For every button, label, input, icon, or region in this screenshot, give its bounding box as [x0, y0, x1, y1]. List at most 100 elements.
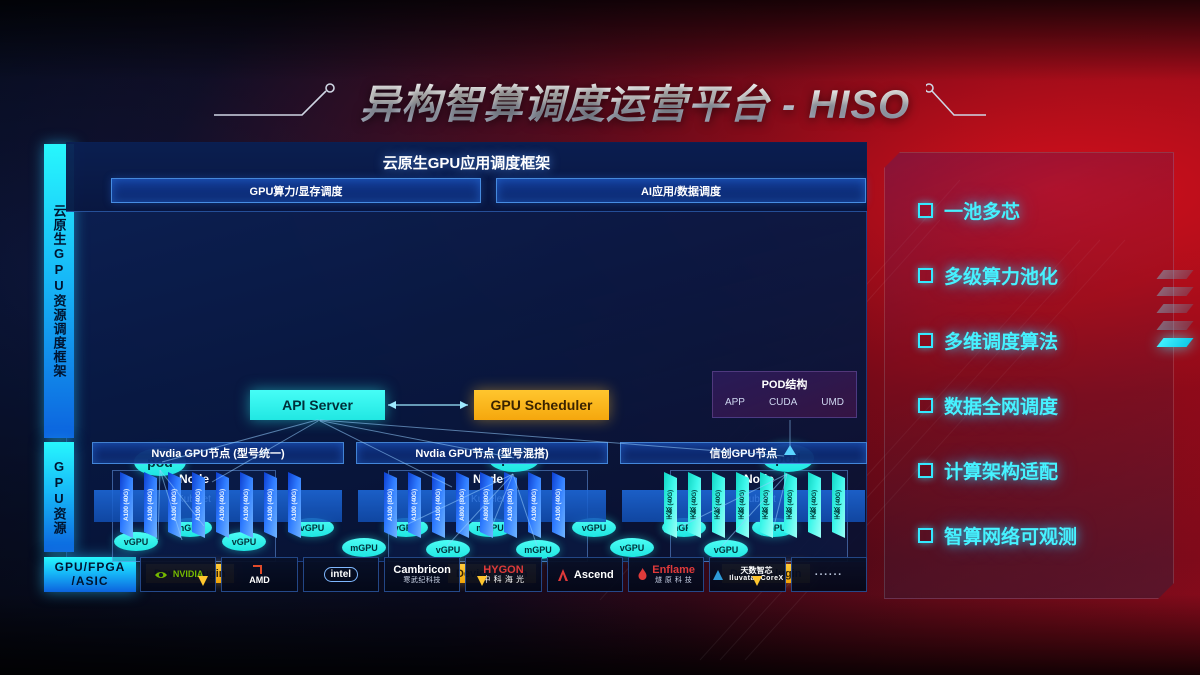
- inter-vgpu-3[interactable]: vGPU: [572, 518, 616, 537]
- inter-vgpu-4[interactable]: vGPU: [610, 538, 654, 557]
- vendor-iluvatar-sub: Iluvatar CoreX: [729, 575, 784, 583]
- gpu-node-group-1: Nvdia GPU节点 (型号统一) A100 (40G) A100 (40G)…: [92, 442, 344, 552]
- gpu-cards-3: 天数 (40G) 天数 (40G) 天数 (40G) 天数 (40G) 天数 (…: [620, 468, 867, 548]
- feature-item-4[interactable]: 数据全网调度: [918, 387, 1158, 423]
- framework-title: 云原生GPU应用调度框架: [382, 155, 551, 172]
- gpu-card[interactable]: A100 (80G): [504, 472, 517, 538]
- pod-layer-cuda: CUDA: [768, 397, 798, 408]
- checkbox-icon[interactable]: [918, 462, 933, 478]
- gpu-card[interactable]: 天数 (40G): [832, 472, 845, 538]
- gpu-card[interactable]: A100 (40G): [288, 472, 301, 538]
- nvidia-eye-icon: [154, 571, 167, 578]
- gpu-card[interactable]: A100 (40G): [264, 472, 277, 538]
- top-bar-gpu-compute-label: GPU算力/显存调度: [249, 185, 343, 198]
- gpu-card[interactable]: 天数 (40G): [736, 472, 749, 538]
- gpu-node-group-1-header[interactable]: Nvdia GPU节点 (型号统一): [92, 442, 344, 464]
- feature-item-1-label: 一池多芯: [944, 201, 1021, 223]
- feature-item-5[interactable]: 计算架构适配: [918, 452, 1158, 488]
- gpu-card[interactable]: A100 (40G): [168, 472, 181, 538]
- gpu-card-label: A100 (40G): [243, 489, 250, 521]
- gpu-card[interactable]: 天数 (40G): [712, 472, 725, 538]
- panel-edge-slash-decoration: [1156, 270, 1194, 380]
- amd-arrow-icon: [253, 565, 263, 575]
- gpu-card-label: A100 (40G): [291, 489, 298, 521]
- vendor-cambricon[interactable]: Cambricon 寒武纪科技: [383, 557, 461, 592]
- vendor-more[interactable]: ······: [790, 557, 867, 592]
- gpu-node-group-2-header[interactable]: Nvdia GPU节点 (型号混搭): [356, 442, 608, 464]
- vendor-hygon[interactable]: HYGON 中 科 海 光: [465, 557, 542, 592]
- side-label-framework-text: 云原生GPU资源调度框架: [51, 204, 67, 378]
- checkbox-icon[interactable]: [918, 267, 933, 283]
- gpu-card[interactable]: A100 (40G): [552, 472, 565, 538]
- gpu-card[interactable]: A100 (80G): [384, 472, 397, 538]
- gpu-card-label: A100 (40G): [555, 489, 562, 521]
- vendor-iluvatar[interactable]: 天数智芯 Iluvatar CoreX: [709, 557, 786, 592]
- gpu-card-label: 天数 (40G): [762, 490, 770, 520]
- feature-item-6[interactable]: 智算网络可观测: [918, 517, 1158, 553]
- gpu-card[interactable]: A100 (40G): [216, 472, 229, 538]
- vendor-nvidia-name: NVIDIA: [172, 568, 204, 579]
- gpu-card[interactable]: A800 (80G): [480, 472, 493, 538]
- gpu-card[interactable]: A800 (80G): [456, 472, 469, 538]
- gpu-card-label: A100 (40G): [147, 489, 154, 521]
- gpu-card-label: 天数 (40G): [786, 490, 794, 520]
- gpu-card[interactable]: A100 (40G): [144, 472, 157, 538]
- vendor-amd[interactable]: AMD: [221, 557, 298, 592]
- vgpu-oval-1-1[interactable]: vGPU: [114, 532, 158, 551]
- checkbox-icon[interactable]: [918, 332, 933, 348]
- feature-item-6-label: 智算网络可观测: [944, 526, 1078, 548]
- gpu-card[interactable]: A100 (40G): [432, 472, 445, 538]
- pod-layer-app: APP: [724, 397, 745, 408]
- vendor-enflame[interactable]: Enflame 燧 原 科 技: [627, 557, 705, 592]
- gpu-card[interactable]: A100 (40G): [120, 472, 133, 538]
- side-label-asic-line2: /ASIC: [71, 573, 109, 588]
- gpu-card[interactable]: A100 (40G): [408, 472, 421, 538]
- gpu-card-label: A100 (40G): [123, 489, 130, 521]
- vendor-nvidia[interactable]: NVIDIA: [140, 557, 217, 592]
- feature-item-3[interactable]: 多维调度算法: [918, 322, 1158, 358]
- checkbox-icon[interactable]: [918, 527, 933, 543]
- top-bar-ai-app-label: AI应用/数据调度: [640, 185, 722, 198]
- gpu-card[interactable]: 天数 (40G): [808, 472, 821, 538]
- feature-item-4-label: 数据全网调度: [944, 396, 1059, 418]
- gpu-card-label: A100 (40G): [435, 489, 442, 521]
- api-server-box[interactable]: API Server: [250, 390, 385, 420]
- gpu-card[interactable]: 天数 (40G): [784, 472, 797, 538]
- gpu-card-label: A100 (40G): [411, 489, 418, 521]
- slide-title-bar: 异构智算调度运营平台 - HISO: [0, 72, 1200, 130]
- checkbox-icon[interactable]: [918, 202, 933, 218]
- ascend-a-icon: [557, 568, 568, 581]
- vendor-intel[interactable]: intel: [302, 557, 379, 592]
- feature-item-2-label: 多级算力池化: [944, 266, 1059, 288]
- vgpu-oval-1-3[interactable]: vGPU: [222, 532, 266, 551]
- side-label-asic: GPU/FPGA /ASIC: [44, 557, 136, 592]
- vendor-hygon-name: HYGON: [483, 563, 524, 576]
- iluvatar-triangle-icon: [713, 569, 724, 580]
- inter-mgpu-2[interactable]: mGPU: [342, 538, 386, 557]
- feature-item-2[interactable]: 多级算力池化: [918, 257, 1158, 293]
- gpu-scheduler-box[interactable]: GPU Scheduler: [474, 390, 609, 420]
- gpu-node-group-3-header[interactable]: 信创GPU节点: [620, 442, 867, 464]
- gpu-card[interactable]: A100 (40G): [240, 472, 253, 538]
- vendor-ascend[interactable]: Ascend: [546, 557, 623, 592]
- top-bar-ai-app[interactable]: AI应用/数据调度: [496, 178, 866, 203]
- inter-vgpu-1[interactable]: vGPU: [290, 518, 334, 537]
- vendor-enflame-sub: 燧 原 科 技: [654, 576, 693, 584]
- gpu-card-label: A100 (40G): [531, 489, 538, 521]
- gpu-card[interactable]: 天数 (40G): [688, 472, 701, 538]
- checkbox-icon[interactable]: [918, 397, 933, 413]
- feature-item-1[interactable]: 一池多芯: [918, 192, 1158, 228]
- top-bar-gpu-compute[interactable]: GPU算力/显存调度: [111, 178, 481, 203]
- gpu-card[interactable]: A100 (40G): [528, 472, 541, 538]
- vendor-amd-name: AMD: [249, 575, 270, 586]
- gpu-card-label: A100 (40G): [267, 489, 274, 521]
- gpu-card-label: 天数 (40G): [738, 490, 746, 520]
- side-label-gpu-resource: GPU资源: [44, 442, 74, 552]
- gpu-card[interactable]: A100 (40G): [192, 472, 205, 538]
- vendor-enflame-name: Enflame: [652, 564, 696, 577]
- gpu-card[interactable]: 天数 (40G): [760, 472, 773, 538]
- vendor-hygon-sub: 中 科 海 光: [482, 575, 525, 585]
- gpu-card[interactable]: 天数 (40G): [664, 472, 677, 538]
- page-title: 异构智算调度运营平台 - HISO: [360, 72, 910, 130]
